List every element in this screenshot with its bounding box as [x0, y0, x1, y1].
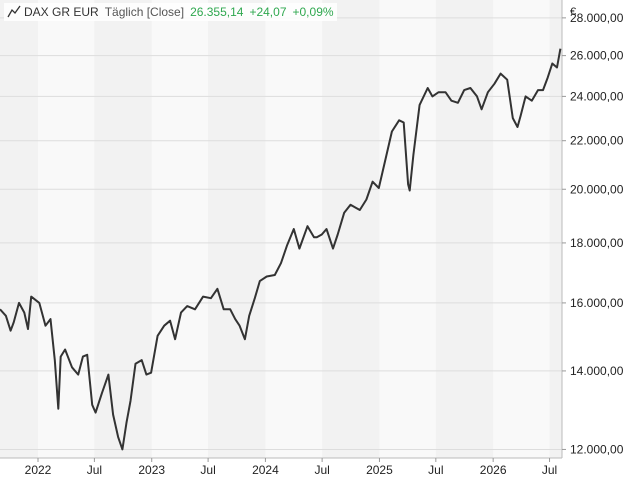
- y-tick-label: 18.000,00: [570, 236, 624, 250]
- period-band: [151, 0, 209, 458]
- y-tick-label: 26.000,00: [570, 49, 624, 63]
- period-band: [0, 0, 39, 458]
- y-tick-label: 14.000,00: [570, 364, 624, 378]
- x-tick-label: 2023: [138, 463, 165, 477]
- x-tick-label: Jul: [542, 463, 557, 477]
- instrument-name: DAX GR EUR: [24, 5, 99, 19]
- x-tick-label: 2026: [480, 463, 507, 477]
- x-tick-label: 2024: [252, 463, 279, 477]
- period-band: [322, 0, 380, 458]
- y-axis-ticks: 12.000,00 14.000,00 16.000,00 18.000,00 20.0…: [562, 11, 624, 456]
- period-band: [493, 0, 550, 458]
- x-tick-label: Jul: [428, 463, 443, 477]
- x-axis-ticks: 2022 Jul 2023 Jul 2024 Jul 2025 Jul 2026 Jul: [25, 458, 557, 477]
- y-tick-label: 12.000,00: [570, 442, 624, 456]
- price-change: +24,07: [249, 5, 287, 19]
- y-tick-label: 24.000,00: [570, 89, 624, 103]
- line-chart-icon: [7, 5, 21, 19]
- y-tick-label: 16.000,00: [570, 296, 624, 310]
- interval-label: Täglich [Close]: [104, 5, 185, 19]
- period-band: [435, 0, 494, 458]
- y-tick-label: 28.000,00: [570, 11, 624, 25]
- period-band: [208, 0, 266, 458]
- x-tick-label: Jul: [314, 463, 329, 477]
- last-price: 26.355,14: [190, 5, 244, 19]
- period-band: [379, 0, 436, 458]
- period-band: [38, 0, 95, 458]
- y-tick-label: 22.000,00: [570, 134, 624, 148]
- x-tick-label: 2022: [25, 463, 52, 477]
- chart-legend: DAX GR EUR Täglich [Close] 26.355,14 +24…: [4, 3, 337, 21]
- price-line: [0, 48, 562, 451]
- y-tick-label: 20.000,00: [570, 182, 624, 196]
- x-tick-label: Jul: [200, 463, 215, 477]
- period-band: [549, 0, 562, 458]
- period-bands: [0, 0, 562, 458]
- price-change-percent: +0,09%: [292, 5, 334, 19]
- y-unit-label: €: [570, 6, 576, 18]
- grid-lines: [0, 17, 562, 450]
- period-band: [94, 0, 152, 458]
- x-tick-label: 2025: [366, 463, 393, 477]
- x-tick-label: Jul: [87, 463, 102, 477]
